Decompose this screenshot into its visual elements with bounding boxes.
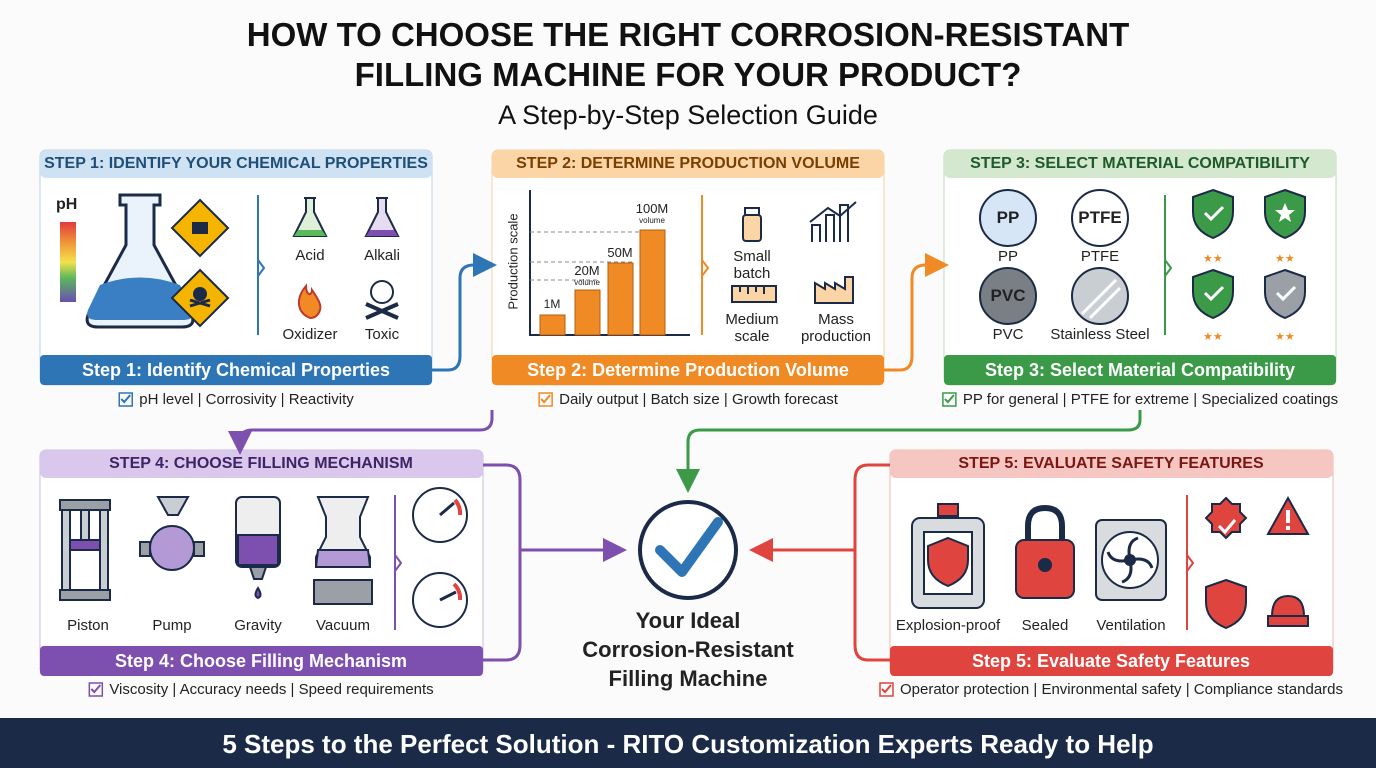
step-header: STEP 4: CHOOSE FILLING MECHANISM xyxy=(109,455,413,472)
subtitle: A Step-by-Step Selection Guide xyxy=(498,100,878,130)
icon-label: Oxidizer xyxy=(282,326,338,343)
material-code: PTFE xyxy=(1078,208,1122,227)
check-icon xyxy=(942,392,957,407)
criteria: Daily output | Batch size | Growth forec… xyxy=(538,391,838,408)
check-icon xyxy=(118,392,133,407)
step-header: STEP 3: SELECT MATERIAL COMPATIBILITY xyxy=(970,155,1310,172)
bar-sublabel: volume xyxy=(574,278,600,287)
step-header: STEP 5: EVALUATE SAFETY FEATURES xyxy=(958,455,1264,472)
icon-label: Explosion-proof xyxy=(895,617,1001,634)
step-header: STEP 2: DETERMINE PRODUCTION VOLUME xyxy=(516,155,860,172)
icon-label: Gravity xyxy=(234,617,282,634)
step-banner: Step 3: Select Material Compatibility xyxy=(984,360,1296,380)
center-line: Corrosion-Resistant xyxy=(582,637,794,662)
svg-text:★★: ★★ xyxy=(1275,253,1295,265)
criteria: pH level | Corrosivity | Reactivity xyxy=(118,391,354,408)
bar-label: 100M xyxy=(635,201,669,216)
check-icon xyxy=(879,682,894,697)
icon-label: Medium scale xyxy=(725,311,779,345)
icon-label: Acid xyxy=(295,247,325,264)
footer: 5 Steps to the Perfect Solution - RITO C… xyxy=(222,729,1154,759)
icon-label: PP xyxy=(997,248,1019,265)
icon-label: Mass production xyxy=(800,311,872,345)
center-line: Your Ideal xyxy=(635,608,741,633)
icon-label: pH xyxy=(56,196,78,213)
criteria-text: Viscosity | Accuracy needs | Speed requi… xyxy=(109,681,434,698)
step-banner: Step 5: Evaluate Safety Features xyxy=(971,651,1251,671)
step-banner: Step 4: Choose Filling Mechanism xyxy=(114,651,408,671)
bar-sublabel: volume xyxy=(639,216,665,225)
criteria: PP for general | PTFE for extreme | Spec… xyxy=(942,391,1338,408)
bar-label: 1M xyxy=(543,297,561,311)
icon-label: Vacuum xyxy=(316,617,370,634)
step-banner: Step 2: Determine Production Volume xyxy=(527,360,849,380)
icon-label: Sealed xyxy=(1021,617,1069,634)
check-icon xyxy=(538,392,553,407)
bar-label: 20M xyxy=(574,263,600,278)
criteria-text: PP for general | PTFE for extreme | Spec… xyxy=(962,391,1339,408)
criteria: Viscosity | Accuracy needs | Speed requi… xyxy=(88,681,434,698)
svg-text:★★: ★★ xyxy=(1275,331,1295,343)
icon-label: Small batch xyxy=(733,248,771,282)
step-header: STEP 1: IDENTIFY YOUR CHEMICAL PROPERTIE… xyxy=(44,155,428,172)
svg-text:★★: ★★ xyxy=(1203,253,1223,265)
center-line: Filling Machine xyxy=(608,666,768,691)
bar-label: 50M xyxy=(607,245,633,260)
check-icon xyxy=(88,682,104,697)
title-line: HOW TO CHOOSE THE RIGHT CORROSION-RESIST… xyxy=(246,16,1130,53)
svg-text:★★: ★★ xyxy=(1203,331,1223,343)
icon-label: Piston xyxy=(67,617,109,634)
criteria: Operator protection | Environmental safe… xyxy=(879,681,1343,698)
title-line: FILLING MACHINE FOR YOUR PRODUCT? xyxy=(354,56,1022,93)
material-code: PP xyxy=(996,208,1020,227)
step-banner: Step 1: Identify Chemical Properties xyxy=(81,360,391,380)
icon-label: Pump xyxy=(152,617,192,634)
icon-label: Stainless Steel xyxy=(1050,326,1150,343)
criteria-text: pH level | Corrosivity | Reactivity xyxy=(139,391,354,408)
icon-label: Alkali xyxy=(364,247,400,264)
center-text: Your Ideal Corrosion-Resistant Filling M… xyxy=(582,606,793,693)
criteria-text: Operator protection | Environmental safe… xyxy=(899,681,1344,698)
material-code: PVC xyxy=(990,286,1026,305)
icon-label: PTFE xyxy=(1080,248,1120,265)
icon-label: PVC xyxy=(992,326,1024,343)
criteria-text: Daily output | Batch size | Growth forec… xyxy=(559,391,838,408)
icon-label: Ventilation xyxy=(1096,617,1166,634)
axis-label: Production scale xyxy=(505,213,521,310)
icon-label: Toxic xyxy=(364,326,400,343)
